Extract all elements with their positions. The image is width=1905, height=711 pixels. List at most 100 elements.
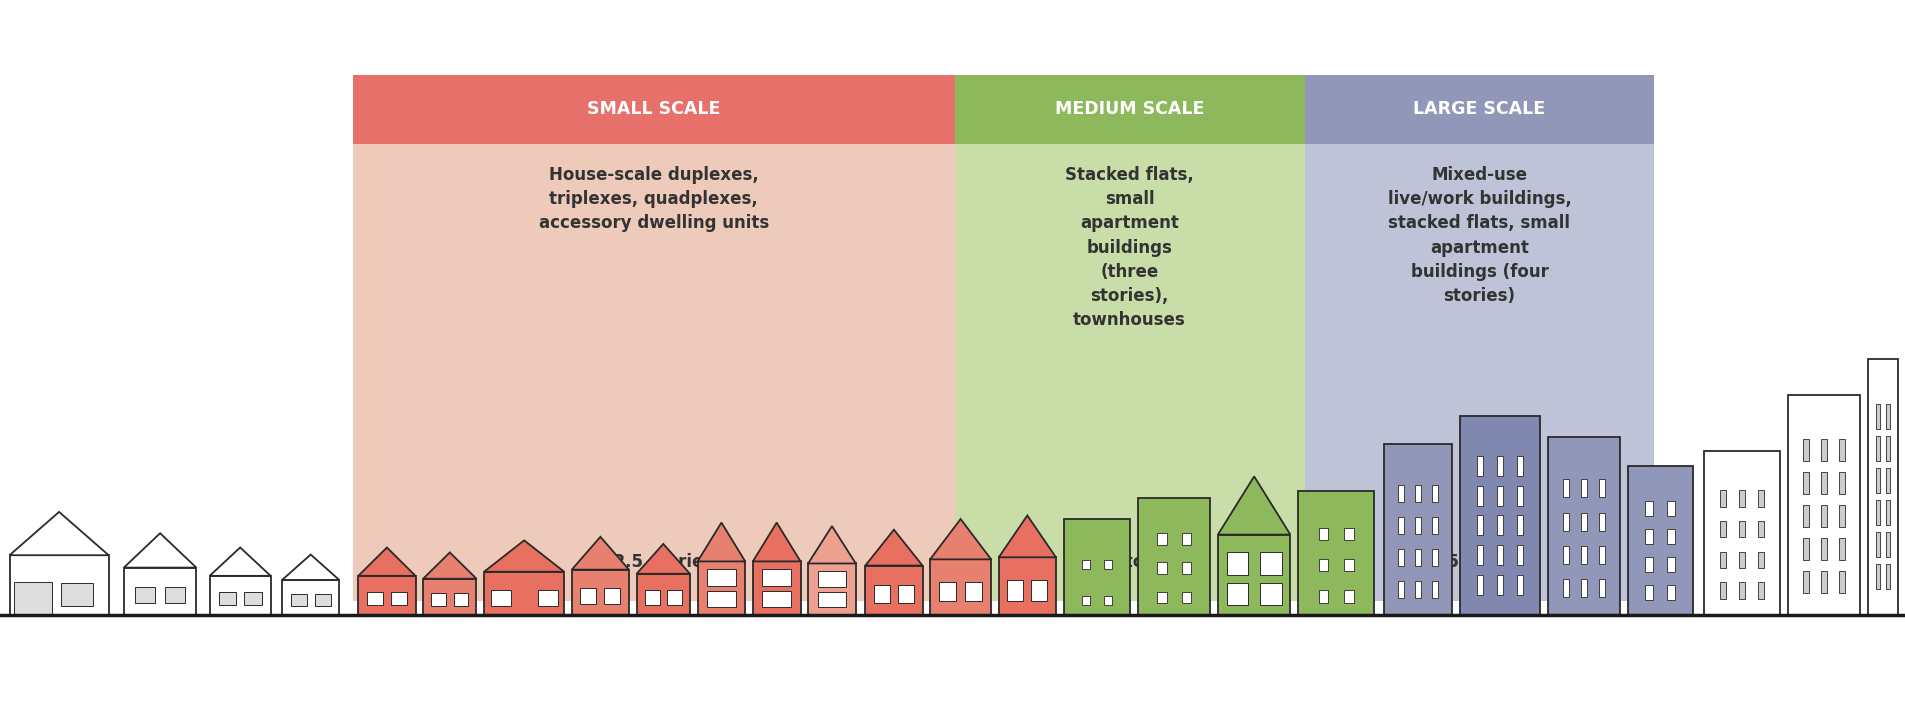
FancyBboxPatch shape — [1103, 596, 1113, 605]
FancyBboxPatch shape — [1718, 491, 1726, 507]
Text: 4-5 stories: 4-5 stories — [1429, 552, 1530, 571]
FancyBboxPatch shape — [1598, 546, 1604, 564]
FancyBboxPatch shape — [358, 576, 415, 615]
FancyBboxPatch shape — [484, 572, 564, 615]
FancyBboxPatch shape — [1516, 486, 1522, 506]
FancyBboxPatch shape — [124, 567, 196, 615]
FancyBboxPatch shape — [352, 75, 954, 144]
Polygon shape — [10, 512, 109, 555]
FancyBboxPatch shape — [1080, 560, 1090, 570]
FancyBboxPatch shape — [1031, 580, 1046, 601]
FancyBboxPatch shape — [1886, 500, 1890, 525]
FancyBboxPatch shape — [1819, 472, 1827, 493]
FancyBboxPatch shape — [1838, 505, 1844, 527]
Text: Mixed-use
live/work buildings,
stacked flats, small
apartment
buildings (four
st: Mixed-use live/work buildings, stacked f… — [1387, 166, 1570, 305]
Polygon shape — [697, 523, 745, 562]
FancyBboxPatch shape — [290, 594, 307, 606]
FancyBboxPatch shape — [15, 582, 51, 615]
FancyBboxPatch shape — [1414, 517, 1421, 534]
FancyBboxPatch shape — [1819, 439, 1827, 461]
FancyBboxPatch shape — [391, 592, 406, 605]
FancyBboxPatch shape — [282, 580, 339, 615]
FancyBboxPatch shape — [1644, 529, 1652, 544]
Polygon shape — [865, 530, 922, 565]
Polygon shape — [282, 555, 339, 580]
FancyBboxPatch shape — [667, 590, 682, 604]
FancyBboxPatch shape — [1667, 585, 1674, 600]
FancyBboxPatch shape — [1318, 528, 1328, 540]
FancyBboxPatch shape — [1006, 580, 1023, 601]
FancyBboxPatch shape — [1838, 472, 1844, 493]
FancyBboxPatch shape — [1579, 479, 1587, 497]
FancyBboxPatch shape — [1802, 505, 1808, 527]
FancyBboxPatch shape — [1343, 559, 1353, 572]
FancyBboxPatch shape — [939, 582, 956, 601]
Polygon shape — [1217, 476, 1290, 535]
FancyBboxPatch shape — [1433, 549, 1438, 566]
FancyBboxPatch shape — [707, 591, 735, 607]
Polygon shape — [484, 540, 564, 572]
FancyBboxPatch shape — [964, 582, 981, 601]
FancyBboxPatch shape — [1433, 485, 1438, 502]
FancyBboxPatch shape — [1476, 515, 1482, 535]
FancyBboxPatch shape — [1875, 564, 1878, 589]
FancyBboxPatch shape — [1414, 485, 1421, 502]
FancyBboxPatch shape — [1838, 439, 1844, 461]
FancyBboxPatch shape — [1886, 468, 1890, 493]
FancyBboxPatch shape — [490, 590, 511, 606]
FancyBboxPatch shape — [1886, 436, 1890, 461]
FancyBboxPatch shape — [1259, 583, 1280, 605]
FancyBboxPatch shape — [1547, 437, 1619, 615]
FancyBboxPatch shape — [1459, 416, 1539, 615]
FancyBboxPatch shape — [1318, 590, 1328, 603]
FancyBboxPatch shape — [1080, 596, 1090, 605]
FancyBboxPatch shape — [1867, 359, 1897, 615]
FancyBboxPatch shape — [1819, 571, 1827, 593]
FancyBboxPatch shape — [1433, 581, 1438, 598]
FancyBboxPatch shape — [166, 587, 185, 603]
FancyBboxPatch shape — [1227, 583, 1248, 605]
Text: MEDIUM SCALE: MEDIUM SCALE — [1053, 100, 1204, 119]
FancyBboxPatch shape — [537, 590, 558, 606]
FancyBboxPatch shape — [1802, 538, 1808, 560]
FancyBboxPatch shape — [572, 570, 629, 615]
FancyBboxPatch shape — [1787, 395, 1859, 615]
FancyBboxPatch shape — [579, 588, 596, 604]
FancyBboxPatch shape — [17, 583, 46, 606]
Polygon shape — [930, 519, 991, 560]
FancyBboxPatch shape — [1667, 529, 1674, 544]
FancyBboxPatch shape — [1579, 513, 1587, 530]
FancyBboxPatch shape — [210, 576, 271, 615]
FancyBboxPatch shape — [1516, 515, 1522, 535]
FancyBboxPatch shape — [1802, 571, 1808, 593]
FancyBboxPatch shape — [1718, 552, 1726, 568]
FancyBboxPatch shape — [1627, 466, 1692, 615]
FancyBboxPatch shape — [1396, 581, 1402, 598]
FancyBboxPatch shape — [1303, 144, 1654, 601]
Polygon shape — [808, 526, 855, 563]
FancyBboxPatch shape — [1819, 538, 1827, 560]
FancyBboxPatch shape — [865, 565, 922, 615]
FancyBboxPatch shape — [1875, 500, 1878, 525]
FancyBboxPatch shape — [1396, 517, 1402, 534]
Text: SMALL SCALE: SMALL SCALE — [587, 100, 720, 119]
FancyBboxPatch shape — [1802, 439, 1808, 461]
FancyBboxPatch shape — [1644, 501, 1652, 516]
FancyBboxPatch shape — [1156, 562, 1166, 574]
FancyBboxPatch shape — [1259, 552, 1280, 574]
FancyBboxPatch shape — [1875, 436, 1878, 461]
FancyBboxPatch shape — [1156, 592, 1166, 603]
FancyBboxPatch shape — [453, 593, 469, 606]
FancyBboxPatch shape — [1476, 575, 1482, 595]
FancyBboxPatch shape — [423, 579, 476, 615]
Text: 3-4 stories: 3-4 stories — [1078, 552, 1179, 571]
FancyBboxPatch shape — [1756, 552, 1764, 568]
FancyBboxPatch shape — [954, 144, 1303, 601]
Polygon shape — [572, 537, 629, 570]
FancyBboxPatch shape — [1516, 545, 1522, 565]
FancyBboxPatch shape — [1562, 579, 1568, 597]
FancyBboxPatch shape — [1819, 505, 1827, 527]
FancyBboxPatch shape — [1756, 521, 1764, 538]
FancyBboxPatch shape — [1396, 485, 1402, 502]
FancyBboxPatch shape — [1495, 486, 1503, 506]
